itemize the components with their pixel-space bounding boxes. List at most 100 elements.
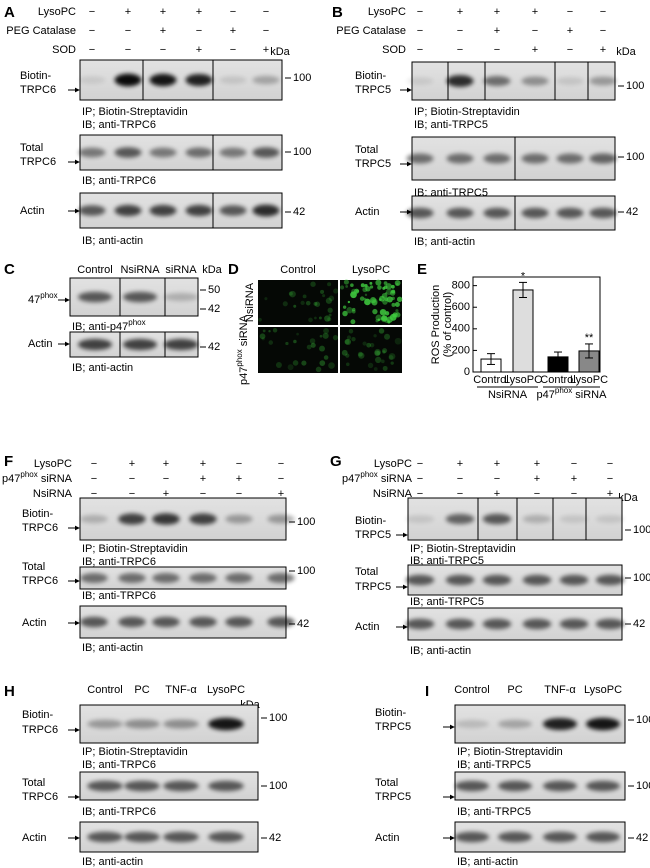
band [80,514,108,524]
band [152,573,180,583]
blot-label: Biotin- [20,70,52,82]
blot-note: IP; Biotin-Streptavidin [82,106,188,118]
cell [375,356,382,364]
cell [314,301,321,307]
lane-label: siRNA [165,264,197,276]
cell [373,367,378,371]
band [225,616,253,628]
kda-label: kDa [618,492,638,504]
cell [345,362,350,367]
lane-label: TNF-α [165,684,197,696]
y-axis-label: ROS Production [430,285,442,364]
cell [310,281,316,287]
cell [369,297,377,304]
cell [293,339,297,344]
blot-label: Total [22,561,45,573]
cell [345,285,349,288]
band [543,831,577,843]
significance-mark: * [521,270,526,282]
treatment-sign: + [494,6,500,18]
blot-frame [79,192,283,229]
treatment-sign: − [200,488,206,500]
panel-letter: E [417,261,427,278]
cell [373,334,377,338]
blot-frame [407,497,623,541]
band [483,76,511,86]
band [446,207,474,219]
band [163,292,199,302]
blot-note: IB; anti-TRPC6 [82,119,156,131]
cell [327,282,332,287]
treatment-sign: − [417,458,423,470]
cell [264,297,268,301]
band [482,618,512,630]
band [87,780,123,792]
micrograph [258,327,338,373]
treatment-sign: − [600,6,606,18]
cell [323,327,329,334]
size-marker: 100 [626,80,644,92]
y-tick-label: 200 [452,344,470,356]
blot-frame [69,277,199,317]
image-row-label: p47phox siRNA [235,314,250,385]
cell [328,313,332,317]
treatment-label: PEG Catalase [336,25,406,37]
cell [378,328,385,334]
treatment-sign: + [494,488,500,500]
cell [357,351,363,357]
band [185,73,213,87]
blot-label: Actin [355,206,379,218]
treatment-sign: − [125,44,131,56]
band [445,513,475,525]
band [586,717,620,731]
blot-note: IB; anti-TRPC5 [414,119,488,131]
bar [512,289,534,373]
band [586,831,620,843]
blot-label: TRPC5 [355,84,391,96]
blot-label-sup: phox [40,291,57,300]
cell [369,285,374,289]
cell [387,320,391,324]
blot [80,498,286,540]
band [114,204,142,217]
cell [309,338,316,344]
cell [292,360,299,366]
blot-note: IB; anti-TRPC6 [82,175,156,187]
blot-label: Biotin- [355,70,387,82]
treatment-sign: − [230,44,236,56]
blot-note: IB; anti-TRPC5 [457,806,531,818]
size-marker: 100 [636,714,650,726]
blot-frame [79,59,283,101]
image-column-label: LysoPC [352,264,390,276]
y-tick-label: 400 [452,323,470,335]
blot-note: IP; Biotin-Streptavidin [457,746,563,758]
band [543,780,577,792]
size-marker: 50 [208,284,220,296]
treatment-sign: + [129,458,135,470]
band [80,573,108,583]
band [445,618,475,630]
cell [344,338,352,346]
panel-letter: I [425,683,429,700]
cell [394,301,400,307]
band [556,153,584,164]
cell [322,332,329,339]
band [118,573,146,583]
blot-note-main: IB; anti-p47 [72,321,128,333]
treatment-sign: − [567,44,573,56]
band [124,780,160,792]
cell [389,290,396,296]
blot-label: TRPC6 [22,724,58,736]
band [185,147,213,158]
cell [262,329,266,333]
band [152,513,180,525]
blot-label: Actin [375,832,399,844]
size-marker: 100 [269,780,287,792]
micrograph [258,280,338,325]
cell [374,350,381,357]
size-marker: 100 [636,780,650,792]
treatment-sign: − [600,25,606,37]
cell [360,283,365,288]
y-tick-label: 600 [452,301,470,313]
cell [369,342,375,348]
